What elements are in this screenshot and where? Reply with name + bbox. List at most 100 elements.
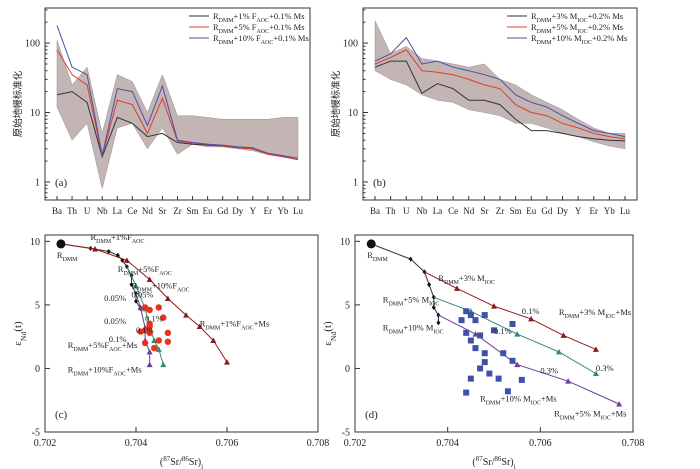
percent-label: 0.1% (109, 334, 127, 344)
curve-label: RDMM+3% MIOC+Ms (559, 307, 631, 320)
source-point (56, 239, 66, 249)
x-tick-label: Ba (52, 206, 62, 216)
sample-point (472, 317, 479, 324)
curve-label: RDMM+1%FAOC (91, 232, 145, 245)
x-tick-label: Zr (496, 206, 505, 216)
sample-point (472, 345, 479, 352)
curve-label: RDMM+10%FAOC (131, 280, 189, 293)
curve-marker (408, 256, 413, 262)
x-tick-label: La (113, 206, 123, 216)
percent-label: 0.1% (136, 325, 154, 335)
x-axis-label: (87Sr/86Sr)i (160, 455, 203, 469)
legend-label: RDMM+10% FAOC+0.1% Ms (213, 33, 309, 46)
x-tick-label: Lu (293, 206, 303, 216)
sample-point (458, 317, 465, 324)
sample-point (509, 320, 516, 327)
curve-marker (436, 320, 441, 326)
source-label: RDMM (57, 250, 78, 263)
sample-point (481, 312, 488, 319)
y-axis-label: 原始地幔标准化 (330, 70, 342, 137)
legend-label: RDMM+10% MIOC+0.2% Ms (531, 33, 627, 46)
source-point (366, 239, 376, 249)
x-tick-label: 0.704 (436, 438, 459, 449)
x-tick-label: 0.706 (216, 438, 239, 449)
percent-label: 0.05% (104, 293, 126, 303)
panel-b: 1 10 100 Ba Th U Nb La Ce Nd Sr Zr Sm Eu Gd Dy Y Er Yb Lu RD… (330, 7, 638, 216)
curve-marker (129, 282, 134, 288)
y-tick-label: 0 (35, 364, 40, 375)
x-tick-label: 0.702 (344, 438, 367, 449)
percent-label: 0.05% (104, 316, 126, 326)
x-tick-label: Sm (187, 206, 199, 216)
curve-label: RDMM+5%FAOC+Ms (68, 340, 138, 353)
curve-marker (146, 361, 153, 368)
y-tick-label: 5 (35, 300, 40, 311)
panel-label: (c) (55, 409, 68, 421)
x-tick-label: Th (67, 206, 77, 216)
curve-marker (431, 294, 436, 300)
sample-point (467, 375, 474, 382)
series-line-blue (56, 25, 299, 159)
y-axis-label: εNd(t) (12, 321, 28, 346)
curve-marker (427, 282, 432, 288)
sample-point (467, 312, 474, 319)
y-tick-label: 0 (345, 364, 350, 375)
sample-point (491, 327, 497, 334)
sample-point (518, 376, 525, 383)
sample-point (467, 337, 474, 344)
x-axis-label: (87Sr/86Sr)i (472, 455, 515, 469)
curve-marker (491, 303, 497, 309)
curve-marker (137, 304, 144, 310)
curve-marker (146, 276, 153, 282)
curve-marker (592, 346, 599, 352)
sample-point (146, 306, 153, 314)
curve-label: RDMM+1%FAOC+Ms (200, 319, 270, 332)
curve-marker (616, 401, 623, 407)
curve-marker (592, 370, 599, 377)
sample-point (141, 339, 149, 347)
sample-point (164, 338, 172, 345)
x-tick-label: Sr (158, 206, 166, 216)
percent-label: 0.3% (596, 363, 614, 373)
y-tick-label: 100 (25, 39, 40, 50)
curve-marker (565, 378, 572, 384)
curve-marker (472, 331, 479, 337)
curve-marker (555, 348, 562, 355)
y-tick-label: 10 (340, 237, 350, 248)
curve-marker (134, 298, 138, 304)
x-tick-label: Eu (526, 206, 536, 216)
curve-marker (431, 304, 436, 310)
panel-c: -5 0 5 10 0.702 0.704 0.706 0.708 RDMM RDMM+1%FAO… (12, 232, 329, 469)
curve-label: RDMM+10%FAOC+Ms (68, 364, 142, 377)
curve-marker (453, 285, 460, 291)
y-tick-label: 10 (348, 108, 358, 119)
x-tick-label: 0.708 (307, 438, 330, 449)
source-label: RDMM (367, 250, 388, 263)
x-tick-label: Y (575, 206, 582, 216)
panel-a: 1 10 100 Ba Th U Nb La Ce Nd Sr Zr Sm Eu Gd Dy Y Er Yb Lu RD… (12, 7, 311, 216)
y-axis-label: εNd(t) (322, 321, 338, 346)
curve-label: RDMM+3% MIOC (438, 273, 495, 286)
x-tick-label: Ce (127, 206, 137, 216)
y-tick-label: -5 (342, 428, 350, 439)
x-tick-label: Ce (448, 206, 458, 216)
sample-point (463, 308, 470, 315)
curve-marker (160, 361, 167, 368)
sample-point (160, 314, 167, 321)
curve-marker (164, 295, 171, 302)
x-tick-label: Gd (541, 206, 552, 216)
sample-point (146, 323, 153, 330)
sample-point (486, 370, 493, 377)
plot-frame (44, 234, 319, 433)
x-tick-label: Th (386, 206, 396, 216)
x-tick-label: Zr (173, 206, 182, 216)
curve-label: RDMM+5% MIOC+Ms (554, 409, 626, 422)
legend-label: RDMM+5% MIOC+0.2% Ms (531, 22, 623, 35)
sample-point (481, 350, 488, 357)
y-tick-label: 10 (30, 108, 40, 119)
x-tick-label: Nd (463, 206, 474, 216)
legend-label: RDMM+3% MIOC+0.2% Ms (531, 11, 623, 24)
legend-label: RDMM+5% FAOC+0.1% Ms (213, 22, 305, 35)
curve-marker (183, 312, 190, 318)
